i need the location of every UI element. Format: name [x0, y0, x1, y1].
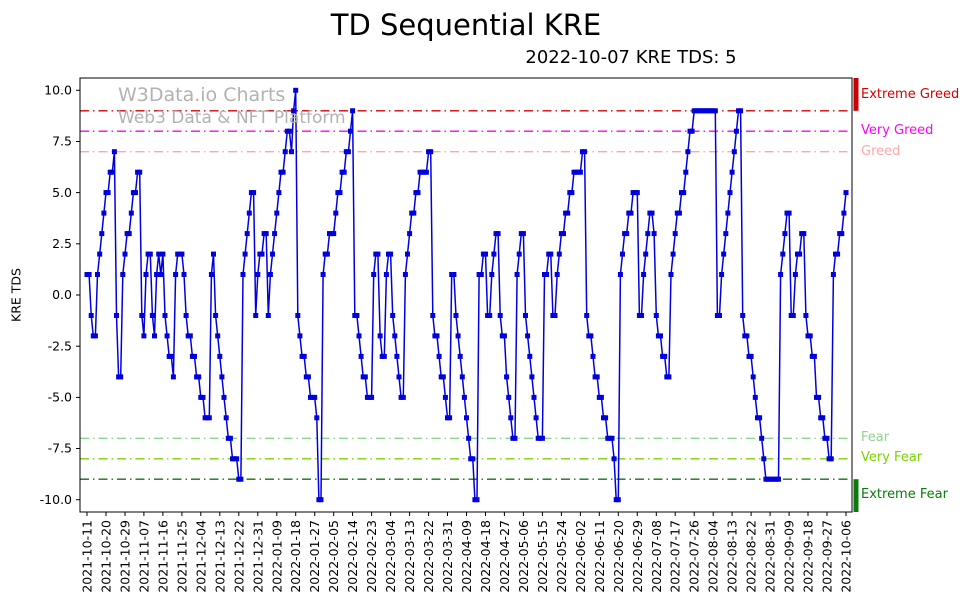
svg-text:2022-02-23: 2022-02-23: [364, 520, 379, 593]
svg-text:2022-05-06: 2022-05-06: [516, 520, 531, 593]
svg-text:2022-05-15: 2022-05-15: [535, 520, 550, 593]
zone-label-fear: Fear: [861, 430, 890, 445]
svg-text:2021-12-31: 2021-12-31: [250, 520, 265, 593]
svg-text:2022-01-18: 2022-01-18: [288, 520, 303, 593]
chart-subtitle-latest-tds: 2022-10-07 KRE TDS: 5: [525, 47, 737, 68]
svg-text:2021-10-11: 2021-10-11: [80, 520, 95, 593]
plot-spines: [79, 77, 853, 513]
svg-text:2021-10-29: 2021-10-29: [117, 520, 132, 593]
zone-label-very-greed: Very Greed: [861, 123, 934, 138]
svg-text:2022-03-04: 2022-03-04: [383, 520, 398, 593]
svg-text:2022-01-27: 2022-01-27: [307, 520, 322, 593]
svg-text:2022-01-09: 2022-01-09: [269, 520, 284, 593]
svg-text:2021-10-20: 2021-10-20: [99, 520, 114, 593]
svg-text:2022-02-05: 2022-02-05: [326, 520, 341, 593]
svg-text:2022-06-29: 2022-06-29: [630, 520, 645, 593]
svg-text:-5.0: -5.0: [48, 390, 72, 405]
svg-text:2021-11-07: 2021-11-07: [136, 520, 151, 593]
svg-text:-10.0: -10.0: [40, 492, 72, 507]
svg-text:2022-10-06: 2022-10-06: [839, 520, 854, 593]
svg-text:2022-08-22: 2022-08-22: [744, 520, 759, 593]
y-axis-label: KRE TDS: [8, 268, 24, 322]
svg-text:0.0: 0.0: [52, 287, 72, 302]
svg-text:2022-09-27: 2022-09-27: [820, 520, 835, 593]
svg-text:2021-11-16: 2021-11-16: [155, 520, 170, 593]
svg-text:2022-07-08: 2022-07-08: [649, 520, 664, 593]
svg-text:2022-02-14: 2022-02-14: [345, 520, 360, 593]
svg-text:2022-03-22: 2022-03-22: [421, 520, 436, 593]
zone-label-extreme-greed: Extreme Greed: [861, 87, 960, 102]
svg-text:2022-08-13: 2022-08-13: [725, 520, 740, 593]
x-axis: 2021-10-11 2021-10-20 2021-10-29 2021-11-07…: [80, 512, 854, 593]
svg-text:2022-08-04: 2022-08-04: [706, 520, 721, 593]
svg-text:2021-12-22: 2021-12-22: [231, 520, 246, 593]
tds-data-series: [84, 87, 849, 503]
zone-label-extreme-fear: Extreme Fear: [861, 487, 948, 502]
svg-text:2022-03-13: 2022-03-13: [402, 520, 417, 593]
svg-text:7.5: 7.5: [52, 134, 72, 149]
svg-text:2021-12-04: 2021-12-04: [193, 520, 208, 593]
svg-text:2022-09-18: 2022-09-18: [801, 520, 816, 593]
svg-text:2022-06-02: 2022-06-02: [573, 520, 588, 593]
svg-text:2022-05-24: 2022-05-24: [554, 520, 569, 593]
zone-label-greed: Greed: [861, 144, 901, 159]
chart-title: TD Sequential KRE: [330, 8, 602, 42]
svg-text:2022-03-31: 2022-03-31: [440, 520, 455, 593]
svg-text:-2.5: -2.5: [48, 338, 72, 353]
svg-text:2022-06-20: 2022-06-20: [611, 520, 626, 593]
svg-text:5.0: 5.0: [52, 185, 72, 200]
y-axis: 10.0 7.5 5.0 2.5 0.0 -2.5 -5.0 -7.5 -10.0: [40, 83, 80, 507]
zone-label-very-fear: Very Fear: [861, 450, 923, 465]
svg-text:-7.5: -7.5: [48, 441, 72, 456]
reference-lines: [80, 110, 852, 480]
svg-text:2.5: 2.5: [52, 236, 72, 251]
svg-text:2022-09-09: 2022-09-09: [782, 520, 797, 593]
svg-text:2022-08-31: 2022-08-31: [763, 520, 778, 593]
svg-text:2022-06-11: 2022-06-11: [592, 520, 607, 593]
svg-text:2022-07-17: 2022-07-17: [668, 520, 683, 593]
svg-text:2022-04-18: 2022-04-18: [478, 520, 493, 593]
svg-text:2022-07-26: 2022-07-26: [687, 520, 702, 593]
svg-text:10.0: 10.0: [44, 83, 72, 98]
svg-text:2022-04-09: 2022-04-09: [459, 520, 474, 593]
svg-text:2022-04-27: 2022-04-27: [497, 520, 512, 593]
svg-text:2021-11-25: 2021-11-25: [174, 520, 189, 593]
svg-text:2021-12-13: 2021-12-13: [212, 520, 227, 593]
